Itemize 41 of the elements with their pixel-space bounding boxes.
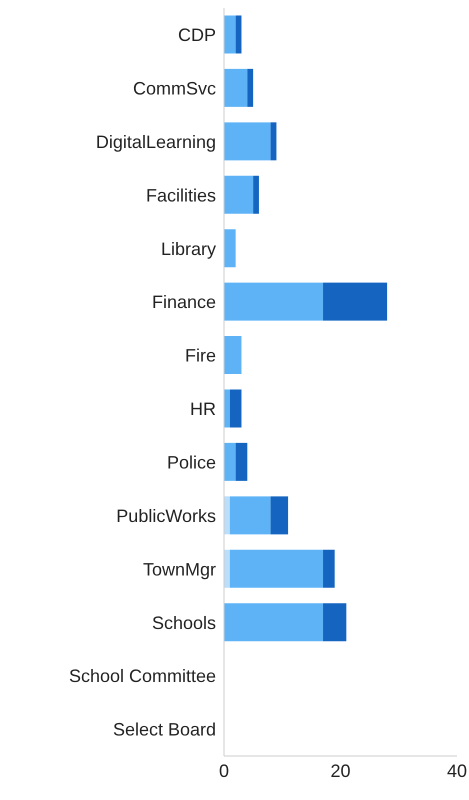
- bar: [224, 68, 248, 107]
- bar: [323, 550, 335, 588]
- x-tick-label: 40: [446, 760, 468, 781]
- bar: [323, 282, 388, 321]
- bar: [224, 389, 230, 428]
- y-tick-label: HR: [190, 399, 216, 420]
- bar: [236, 15, 242, 54]
- x-tick-label: 0: [218, 760, 230, 781]
- y-tick-label: Library: [160, 238, 216, 259]
- bar: [224, 15, 236, 54]
- bar: [323, 603, 346, 642]
- bar: [224, 442, 236, 481]
- bar: [224, 603, 324, 642]
- bar: [224, 336, 242, 374]
- x-tick-label: 20: [330, 760, 351, 781]
- bar: [224, 176, 254, 214]
- bar: [224, 122, 271, 160]
- bar: [224, 229, 236, 268]
- y-tick-label: DigitalLearning: [96, 132, 216, 152]
- y-tick-label: PublicWorks: [116, 506, 216, 526]
- y-tick-label: Police: [166, 452, 216, 473]
- bar: [224, 550, 230, 588]
- bar: [253, 176, 259, 214]
- bar: [230, 496, 271, 534]
- y-tick-label: CDP: [178, 25, 216, 46]
- bar: [224, 282, 324, 321]
- bar: [224, 496, 230, 534]
- bar: [230, 389, 242, 428]
- bar: [247, 68, 254, 107]
- y-tick-label: TownMgr: [142, 559, 216, 580]
- bar: [230, 550, 324, 588]
- bar: [270, 496, 288, 534]
- bar: [270, 122, 276, 160]
- y-tick-label: School Committee: [68, 666, 216, 686]
- y-tick-label: Facilities: [146, 185, 216, 206]
- y-tick-label: Select Board: [112, 720, 216, 740]
- bar: [236, 442, 248, 481]
- y-tick-label: Fire: [185, 346, 216, 366]
- y-tick-label: Finance: [152, 292, 216, 312]
- y-tick-label: Schools: [152, 612, 216, 633]
- y-tick-label: CommSvc: [132, 78, 216, 99]
